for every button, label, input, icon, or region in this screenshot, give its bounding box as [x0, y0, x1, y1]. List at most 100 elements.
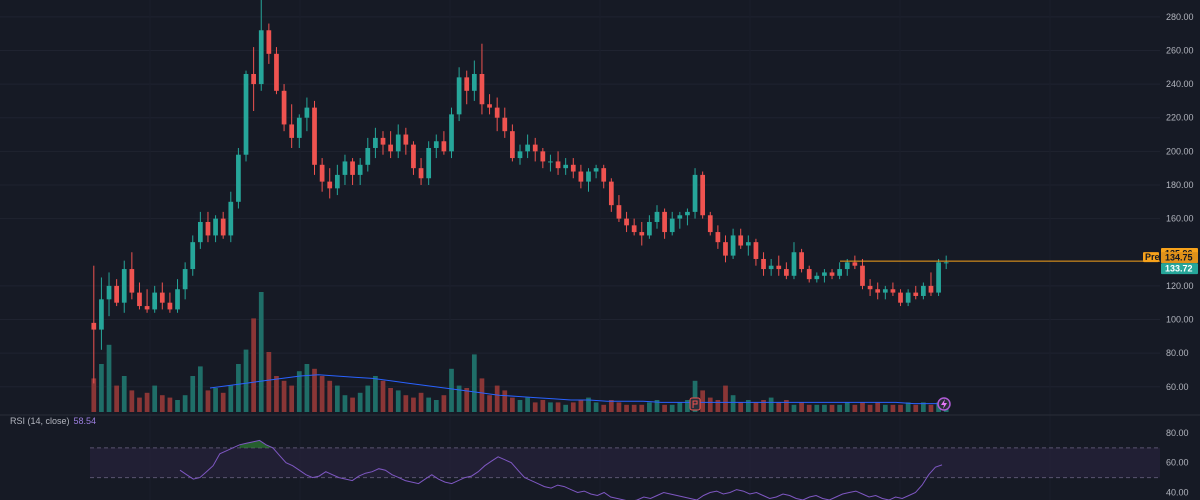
- volume-bar: [487, 395, 492, 412]
- candle-body: [662, 211, 667, 233]
- candle-body: [418, 168, 424, 179]
- volume-bar: [281, 380, 287, 412]
- volume-bar: [768, 397, 774, 412]
- volume-bar: [304, 364, 310, 412]
- volume-bar: [350, 397, 355, 412]
- candle-body: [905, 292, 911, 303]
- volume-bar: [593, 402, 599, 412]
- candle: [685, 208, 690, 226]
- candle: [784, 262, 789, 280]
- rsi-title-group: RSI (14, close) 58.54: [10, 416, 96, 426]
- volume-bar: [464, 388, 470, 412]
- volume-bar: [312, 368, 317, 412]
- volume-bar: [106, 344, 112, 412]
- candle-body: [761, 258, 766, 270]
- rsi-pane: 80.00 60.00 40.00: [90, 428, 1189, 500]
- volume-bar: [296, 371, 302, 412]
- volume-bar: [441, 395, 447, 412]
- candle-body: [844, 262, 850, 270]
- candle-body: [784, 269, 789, 276]
- lightning-icon[interactable]: [937, 397, 951, 411]
- volume-bar: [418, 392, 424, 412]
- price-tick-label: 280.00: [1166, 12, 1194, 22]
- candle: [319, 158, 325, 192]
- candle: [449, 107, 454, 159]
- volume-bar: [692, 380, 698, 412]
- volume-bar: [373, 376, 378, 412]
- candle-body: [654, 211, 660, 222]
- candle-body: [715, 232, 721, 243]
- candle-body: [395, 134, 401, 152]
- candle: [555, 151, 561, 175]
- volume-bar: [844, 402, 850, 412]
- candle: [395, 124, 401, 159]
- candle-body: [289, 124, 295, 138]
- event-markers[interactable]: [689, 397, 951, 411]
- last-price-badge-bg: [1161, 263, 1198, 275]
- candle: [190, 235, 196, 276]
- candle: [898, 289, 903, 307]
- candle-body: [373, 137, 378, 148]
- candle: [761, 252, 766, 276]
- volume-bar: [380, 380, 386, 412]
- candle: [829, 269, 835, 280]
- candle: [753, 238, 759, 266]
- candle-body: [608, 181, 614, 206]
- volume-bar: [167, 397, 173, 412]
- candle: [525, 134, 530, 159]
- volume-bar: [152, 385, 158, 412]
- volume-bar: [867, 404, 873, 412]
- earnings-flag-icon[interactable]: [689, 397, 701, 411]
- volume-bar: [426, 397, 432, 412]
- candle: [563, 158, 569, 175]
- candle-body: [753, 242, 759, 259]
- candle: [768, 258, 774, 276]
- candle-body: [342, 161, 348, 175]
- candle: [159, 282, 165, 310]
- candle-body: [639, 232, 645, 236]
- rsi-band: [90, 447, 1160, 478]
- candle-body: [525, 144, 530, 152]
- candle-body: [365, 147, 371, 165]
- volume-bar: [784, 400, 789, 412]
- candle-body: [266, 30, 272, 54]
- candle: [479, 43, 485, 115]
- volume-bar: [365, 385, 371, 412]
- volume-bar: [791, 404, 797, 412]
- volume-bar: [548, 402, 553, 412]
- candle: [837, 262, 843, 280]
- candle: [882, 285, 888, 300]
- volume-bar: [99, 364, 104, 412]
- volume-bar: [738, 402, 744, 412]
- volume-bar: [905, 402, 911, 412]
- volume-bar: [319, 376, 325, 412]
- candle: [464, 70, 470, 105]
- volume-bar: [882, 404, 888, 412]
- candle-body: [624, 218, 629, 226]
- candle: [913, 285, 919, 300]
- candle: [936, 258, 941, 296]
- rsi-tick-label: 60.00: [1166, 458, 1189, 468]
- candle-body: [479, 73, 485, 105]
- volume-bar: [586, 397, 591, 412]
- candle: [342, 154, 348, 185]
- candle: [137, 282, 142, 310]
- candle-body: [471, 73, 477, 91]
- candle-body: [555, 161, 561, 169]
- volume-bar: [647, 402, 652, 412]
- candle-body: [517, 151, 523, 159]
- volume-bars: [91, 292, 949, 412]
- price-candles[interactable]: [91, 0, 1160, 384]
- rsi-tick-label: 80.00: [1166, 428, 1189, 438]
- volume-bar: [205, 390, 211, 412]
- volume-bar: [129, 390, 135, 412]
- candle-body: [220, 218, 226, 236]
- volume-ma-line: [209, 374, 950, 405]
- candle: [723, 235, 728, 263]
- volume-bar: [289, 385, 295, 412]
- candle: [373, 127, 378, 159]
- candle: [928, 272, 934, 296]
- candle: [624, 211, 629, 233]
- premarket-tag-bg: [1143, 252, 1159, 263]
